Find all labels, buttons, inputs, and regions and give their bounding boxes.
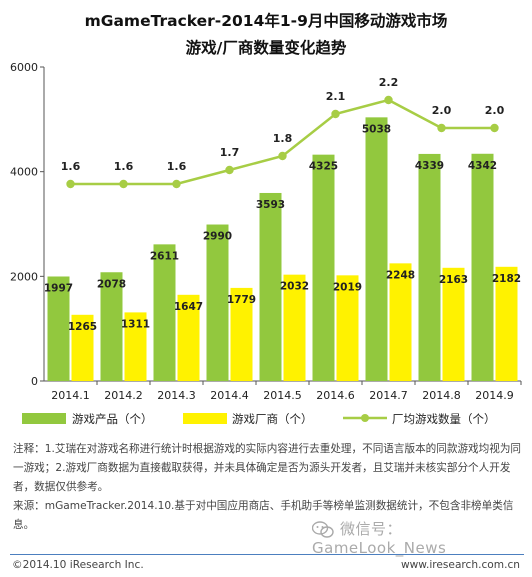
line-avg-label: 1.6 [61, 160, 81, 173]
bar-games-label: 2611 [150, 250, 179, 262]
line-avg-point [437, 123, 446, 133]
bar-firms [389, 263, 412, 381]
line-avg-label: 2.2 [379, 76, 399, 89]
bar-firms-label: 1311 [121, 318, 150, 330]
y-tick-label: 0 [31, 375, 38, 388]
line-avg-label: 1.8 [273, 132, 293, 145]
bar-firms [124, 312, 147, 381]
footer-divider [10, 554, 524, 555]
y-tick-label: 2000 [10, 270, 38, 283]
line-avg-point [66, 179, 75, 189]
wechat-icon [312, 520, 334, 538]
line-avg-point [172, 179, 181, 189]
legend-label-firms: 游戏厂商（个） [232, 412, 313, 426]
bar-games-label: 4339 [415, 160, 444, 172]
bar-games [47, 276, 70, 381]
bar-games-label: 1997 [44, 282, 73, 294]
bar-games [418, 153, 441, 381]
bar-firms [336, 275, 359, 381]
website: www.iresearch.com.cn [400, 559, 520, 571]
bar-firms [230, 287, 253, 381]
bar-firms [495, 266, 518, 381]
line-avg-label: 2.1 [326, 90, 346, 103]
line-avg-point [119, 179, 128, 189]
bar-firms-label: 1265 [68, 321, 97, 333]
bar-games [206, 224, 229, 381]
chart-area: 0 2000 4000 6000 1997 1265 2014.1 2078 1311 2014.… [10, 61, 522, 426]
bar-firms-label: 2032 [280, 281, 309, 293]
line-avg-label: 1.7 [220, 146, 240, 159]
y-tick-label: 6000 [10, 61, 38, 74]
chart-source: 来源：mGameTracker.2014.10.基于对中国应用商店、手机助手等榜… [13, 500, 514, 531]
line-avg-label: 1.6 [114, 160, 134, 173]
bar-games-label: 5038 [362, 123, 391, 135]
bar-games-label: 4325 [309, 161, 338, 173]
y-tick-label: 4000 [10, 166, 38, 179]
line-avg-point [490, 123, 499, 133]
bar-games [365, 117, 388, 381]
bar-games-label: 2990 [203, 231, 232, 243]
bar-firms [283, 274, 306, 381]
wechat-watermark: 微信号：GameLook_News [312, 518, 532, 557]
bar-games-label: 2078 [97, 278, 126, 290]
legend-swatch-games [22, 413, 66, 424]
bar-firms-label: 2182 [492, 273, 521, 285]
chart-subtitle: 游戏/厂商数量变化趋势 [185, 39, 347, 57]
bar-games [312, 154, 335, 381]
x-tick-label: 2014.6 [316, 389, 355, 402]
bar-games [153, 244, 176, 381]
line-avg-label: 2.0 [432, 104, 452, 117]
x-tick-label: 2014.2 [104, 389, 143, 402]
line-avg-label: 2.0 [485, 104, 505, 117]
x-tick-label: 2014.7 [369, 389, 408, 402]
bar-games-label: 4342 [468, 160, 497, 172]
bar-firms-label: 1779 [227, 294, 256, 306]
bar-firms [71, 314, 94, 381]
line-avg-point [225, 165, 234, 175]
watermark-text: 微信号：GameLook_News [312, 520, 447, 557]
bar-games [471, 153, 494, 381]
line-avg-point [278, 151, 287, 161]
legend-label-games: 游戏产品（个） [72, 412, 153, 426]
notes-block: 注释：1.艾瑞在对游戏名称进行统计时根据游戏的实际内容进行去重处理，不同语言版本… [13, 440, 525, 535]
x-tick-label: 2014.8 [422, 389, 461, 402]
bar-games [259, 192, 282, 381]
line-avg-point [331, 109, 340, 119]
line-avg-label: 1.6 [167, 160, 187, 173]
bar-games [100, 272, 123, 381]
x-tick-label: 2014.3 [157, 389, 196, 402]
bar-firms-label: 2248 [386, 269, 415, 281]
line-avg-point [384, 95, 393, 105]
bar-firms-label: 2163 [439, 274, 468, 286]
copyright: ©2014.10 iResearch Inc. [12, 559, 144, 571]
bar-firms [442, 267, 465, 381]
x-tick-label: 2014.1 [51, 389, 90, 402]
chart-title: mGameTracker-2014年1-9月中国移动游戏市场 [84, 12, 448, 30]
bar-firms-label: 1647 [174, 301, 203, 313]
bar-firms-label: 2019 [333, 281, 362, 293]
legend-swatch-firms [183, 413, 227, 424]
legend-swatch-avg-point [361, 414, 369, 422]
legend-label-avg: 厂均游戏数量（个） [392, 412, 496, 426]
bar-games-label: 3593 [256, 199, 285, 211]
x-tick-label: 2014.5 [263, 389, 302, 402]
x-tick-label: 2014.4 [210, 389, 249, 402]
x-tick-label: 2014.9 [475, 389, 514, 402]
chart-note: 注释：1.艾瑞在对游戏名称进行统计时根据游戏的实际内容进行去重处理，不同语言版本… [13, 443, 522, 493]
bar-firms [177, 294, 200, 381]
